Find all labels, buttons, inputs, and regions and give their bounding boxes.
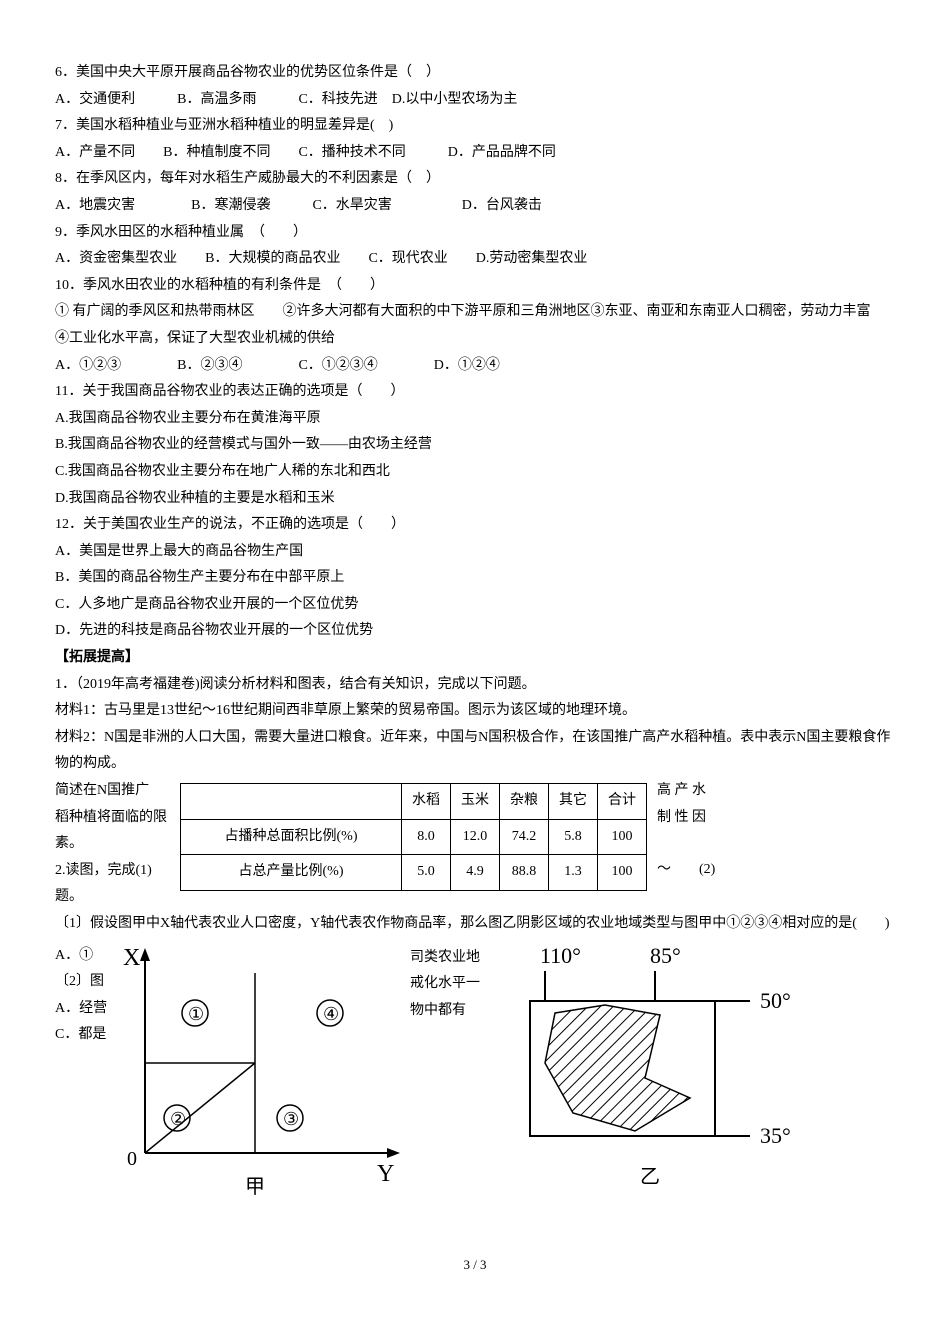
page-number: 3 / 3 bbox=[55, 1253, 895, 1278]
q9-text: 9．季风水田区的水稻种植业属 （ ） bbox=[55, 225, 307, 240]
q11-c: C.我国商品谷物农业主要分布在地广人稀的东北和西北 bbox=[55, 459, 895, 486]
r2-4: 1.3 bbox=[549, 855, 598, 891]
lon1: 110° bbox=[540, 943, 581, 968]
question-6: 6．美国中央大平原开展商品谷物农业的优势区位条件是（ ） bbox=[55, 60, 895, 87]
right2: ～ (2) bbox=[657, 857, 737, 884]
th-2: 玉米 bbox=[451, 784, 500, 820]
q2-2a-right: 戒化水平一 bbox=[410, 971, 485, 998]
figure-row: A．① 〔2〕图 A．经营 C．都是 X Y 0 ① ② ③ ④ 甲 司类农业地… bbox=[55, 943, 895, 1203]
caption-jia: 甲 bbox=[245, 1176, 265, 1198]
question-9: 9．季风水田区的水稻种植业属 （ ） bbox=[55, 220, 895, 247]
r1-0: 占播种总面积比例(%) bbox=[181, 819, 402, 855]
q11-text: 11．关于我国商品谷物农业的表达正确的选项是（ ） bbox=[55, 384, 404, 399]
r1-1: 8.0 bbox=[402, 819, 451, 855]
quad-3: ③ bbox=[283, 1109, 299, 1129]
r1-2: 12.0 bbox=[451, 819, 500, 855]
lat2: 35° bbox=[760, 1123, 791, 1148]
figure-yi: 110° 85° 50° 35° 乙 bbox=[485, 943, 815, 1203]
q2-2c-left: C．都是 bbox=[55, 1022, 115, 1049]
lon2: 85° bbox=[650, 943, 681, 968]
right-text-1: 高 产 水 制 性 因 ～ (2) bbox=[657, 778, 737, 884]
th-1: 水稻 bbox=[402, 784, 451, 820]
q11-b: B.我国商品谷物农业的经营模式与国外一致——由农场主经营 bbox=[55, 432, 895, 459]
table-header-row: 水稻 玉米 杂粮 其它 合计 bbox=[181, 784, 647, 820]
x-axis-label: X bbox=[123, 945, 140, 971]
right1b: 制 性 因 bbox=[657, 805, 737, 832]
q2-1-text: 〔1〕假设图甲中X轴代表农业人口密度，Y轴代表农作物商品率，那么图乙阴影区域的农… bbox=[55, 911, 895, 938]
q12-d: D．先进的科技是商品谷物农业开展的一个区位优势 bbox=[55, 618, 895, 645]
left1b: 稻种植将面临的限 bbox=[55, 805, 170, 832]
th-3: 杂粮 bbox=[500, 784, 549, 820]
question-12: 12．关于美国农业生产的说法，不正确的选项是（ ） bbox=[55, 512, 895, 539]
lat1: 50° bbox=[760, 988, 791, 1013]
middle-text: 司类农业地 戒化水平一 物中都有 bbox=[410, 943, 485, 1025]
caption-yi: 乙 bbox=[640, 1166, 660, 1188]
q10-options: A．①②③ B．②③④ C．①②③④ D．①②④ bbox=[55, 353, 895, 380]
quad-2: ② bbox=[170, 1109, 186, 1129]
q2-1-opts-left: A．① 〔2〕图 A．经营 C．都是 bbox=[55, 943, 115, 1049]
left-text-1: 简述在N国推广 稻种植将面临的限 素。 2.读图，完成(1) 题。 bbox=[55, 778, 170, 911]
q2-2-right: 司类农业地 bbox=[410, 945, 485, 972]
q10-text: 10．季风水田农业的水稻种植的有利条件是 （ ） bbox=[55, 278, 384, 293]
q12-b: B．美国的商品谷物生产主要分布在中部平原上 bbox=[55, 565, 895, 592]
q11-a: A.我国商品谷物农业主要分布在黄淮海平原 bbox=[55, 406, 895, 433]
right1a: 高 产 水 bbox=[657, 778, 737, 805]
r1-4: 5.8 bbox=[549, 819, 598, 855]
q2-1-A: A．① bbox=[55, 943, 115, 970]
question-10: 10．季风水田农业的水稻种植的有利条件是 （ ） bbox=[55, 273, 895, 300]
crop-table: 水稻 玉米 杂粮 其它 合计 占播种总面积比例(%) 8.0 12.0 74.2… bbox=[180, 783, 647, 891]
q10-line2: ① 有广阔的季风区和热带雨林区 ②许多大河都有大面积的中下游平原和三角洲地区③东… bbox=[55, 299, 895, 352]
table-container: 水稻 玉米 杂粮 其它 合计 占播种总面积比例(%) 8.0 12.0 74.2… bbox=[180, 778, 647, 896]
r1-5: 100 bbox=[598, 819, 647, 855]
q2-2a-left: A．经营 bbox=[55, 996, 115, 1023]
q6-text: 6．美国中央大平原开展商品谷物农业的优势区位条件是（ ） bbox=[55, 65, 440, 80]
q12-text: 12．关于美国农业生产的说法，不正确的选项是（ ） bbox=[55, 517, 405, 532]
q7-options: A．产量不同 B．种植制度不同 C．播种技术不同 D．产品品牌不同 bbox=[55, 140, 895, 167]
ext-m1: 材料1：古马里是13世纪～16世纪期间西非草原上繁荣的贸易帝国。图示为该区域的地… bbox=[55, 698, 895, 725]
q12-c: C．人多地广是商品谷物农业开展的一个区位优势 bbox=[55, 592, 895, 619]
q7-text: 7．美国水稻种植业与亚洲水稻种植业的明显差异是( ) bbox=[55, 118, 393, 133]
y-axis-label: Y bbox=[377, 1161, 394, 1187]
origin-label: 0 bbox=[127, 1148, 137, 1170]
table-row-layout: 简述在N国推广 稻种植将面临的限 素。 2.读图，完成(1) 题。 水稻 玉米 … bbox=[55, 778, 895, 911]
q2-2c-right: 物中都有 bbox=[410, 998, 485, 1025]
question-8: 8．在季风区内，每年对水稻生产威胁最大的不利因素是（ ） bbox=[55, 166, 895, 193]
table-row-2: 占总产量比例(%) 5.0 4.9 88.8 1.3 100 bbox=[181, 855, 647, 891]
q12-a: A．美国是世界上最大的商品谷物生产国 bbox=[55, 539, 895, 566]
q6-options: A．交通便利 B．高温多雨 C．科技先进 D.以中小型农场为主 bbox=[55, 87, 895, 114]
q8-options: A．地震灾害 B．寒潮侵袭 C．水旱灾害 D．台风袭击 bbox=[55, 193, 895, 220]
r2-2: 4.9 bbox=[451, 855, 500, 891]
th-4: 其它 bbox=[549, 784, 598, 820]
ext-m2: 材料2：N国是非洲的人口大国，需要大量进口粮食。近年来，中国与N国积极合作，在该… bbox=[55, 725, 895, 778]
th-5: 合计 bbox=[598, 784, 647, 820]
q8-text: 8．在季风区内，每年对水稻生产威胁最大的不利因素是（ ） bbox=[55, 171, 440, 186]
q2-2-left: 〔2〕图 bbox=[55, 969, 115, 996]
th-0 bbox=[181, 784, 402, 820]
q9-options: A．资金密集型农业 B．大规模的商品农业 C．现代农业 D.劳动密集型农业 bbox=[55, 246, 895, 273]
question-11: 11．关于我国商品谷物农业的表达正确的选项是（ ） bbox=[55, 379, 895, 406]
r2-0: 占总产量比例(%) bbox=[181, 855, 402, 891]
quad-1: ① bbox=[188, 1004, 204, 1024]
left2b: 题。 bbox=[55, 884, 170, 911]
r1-3: 74.2 bbox=[500, 819, 549, 855]
spacer bbox=[657, 831, 737, 857]
left1c: 素。 bbox=[55, 831, 170, 858]
r2-1: 5.0 bbox=[402, 855, 451, 891]
left2a: 2.读图，完成(1) bbox=[55, 858, 170, 885]
extension-title: 【拓展提高】 bbox=[55, 645, 895, 672]
left1a: 简述在N国推广 bbox=[55, 778, 170, 805]
r2-3: 88.8 bbox=[500, 855, 549, 891]
quad-4: ④ bbox=[323, 1004, 339, 1024]
question-7: 7．美国水稻种植业与亚洲水稻种植业的明显差异是( ) bbox=[55, 113, 895, 140]
table-row-1: 占播种总面积比例(%) 8.0 12.0 74.2 5.8 100 bbox=[181, 819, 647, 855]
figure-jia: X Y 0 ① ② ③ ④ 甲 bbox=[115, 943, 410, 1203]
q11-d: D.我国商品谷物农业种植的主要是水稻和玉米 bbox=[55, 486, 895, 513]
ext-p1: 1．（2019年高考福建卷)阅读分析材料和图表，结合有关知识，完成以下问题。 bbox=[55, 672, 895, 699]
r2-5: 100 bbox=[598, 855, 647, 891]
